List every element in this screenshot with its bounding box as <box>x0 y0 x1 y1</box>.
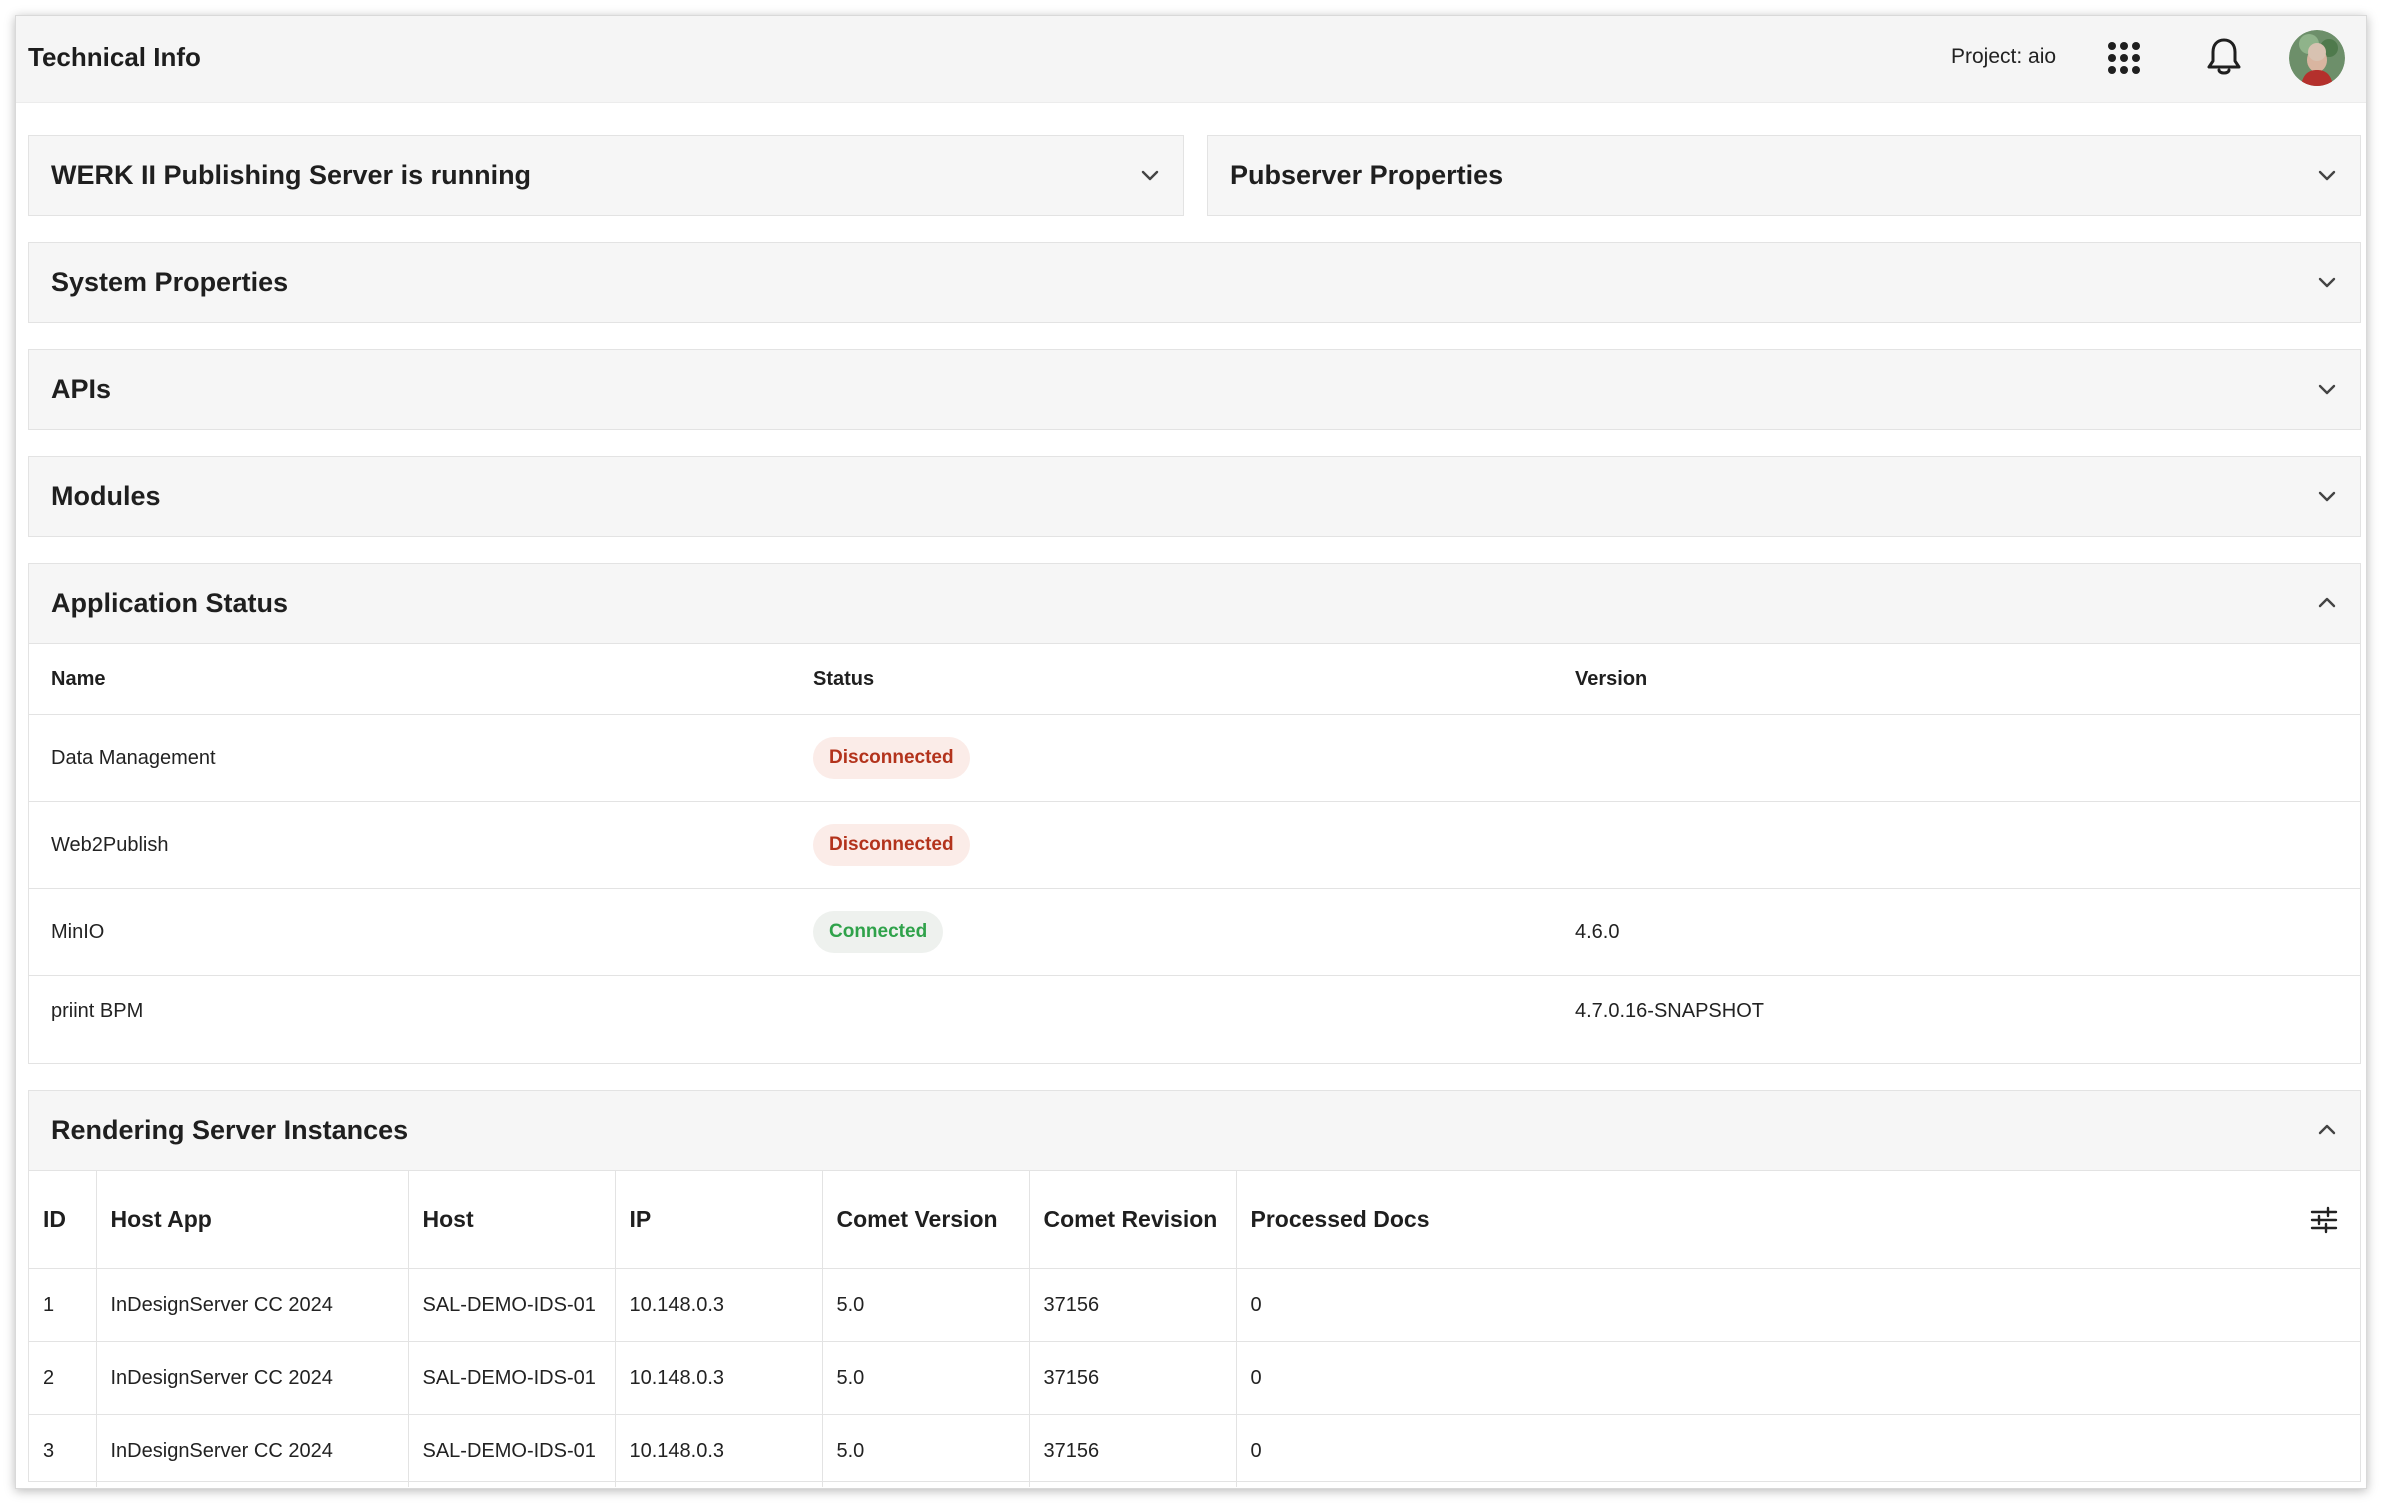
app-status <box>791 976 1553 1048</box>
apis-title: APIs <box>51 374 112 404</box>
cell-host-app: InDesignServer CC 2024 <box>96 1268 409 1342</box>
column-header-comet-version[interactable]: Comet Version <box>822 1171 1030 1269</box>
processed-docs-label: Processed Docs <box>1250 1205 1430 1232</box>
cell-comet-version: 5.0 <box>822 1414 1030 1487</box>
column-header-ip[interactable]: IP <box>615 1171 823 1269</box>
cell-comet-revision: 37156 <box>1029 1268 1237 1342</box>
table-row: 1 InDesignServer CC 2024 SAL-DEMO-IDS-01… <box>29 1268 2360 1342</box>
column-settings-icon[interactable] <box>2310 1206 2338 1234</box>
system-properties-title: System Properties <box>51 267 289 297</box>
cell-host: SAL-DEMO-IDS-01 <box>408 1341 616 1415</box>
chevron-up-icon[interactable] <box>2314 590 2340 616</box>
status-badge: Disconnected <box>813 824 970 866</box>
modules-title: Modules <box>51 481 161 511</box>
cell-id: 3 <box>29 1414 97 1487</box>
table-row: 2 InDesignServer CC 2024 SAL-DEMO-IDS-01… <box>29 1341 2360 1415</box>
table-row: MinIO Connected 4.6.0 <box>29 888 2360 976</box>
cell-id: 2 <box>29 1341 97 1415</box>
rendering-servers-panel: Rendering Server Instances ID Host App H… <box>28 1090 2361 1487</box>
pubserver-properties-panel: Pubserver Properties <box>1207 135 2361 216</box>
chevron-down-icon[interactable] <box>2314 483 2340 509</box>
chevron-down-icon[interactable] <box>2314 162 2340 188</box>
publishing-server-header[interactable]: WERK II Publishing Server is running <box>29 136 1183 214</box>
column-header-host-app[interactable]: Host App <box>96 1171 409 1269</box>
chevron-down-icon[interactable] <box>2314 269 2340 295</box>
cell-comet-version: 5.0 <box>822 1341 1030 1415</box>
page-title: Technical Info <box>28 42 201 72</box>
cell-comet-revision: 37156 <box>1029 1341 1237 1415</box>
publishing-server-title: WERK II Publishing Server is running <box>51 160 532 190</box>
cell-id: 1 <box>29 1268 97 1342</box>
rendering-servers-body: ID Host App Host IP Comet Version Comet … <box>29 1170 2360 1487</box>
application-status-title: Application Status <box>51 588 289 618</box>
technical-info-window: Technical Info Project: aio <box>15 15 2367 1489</box>
column-header-comet-revision[interactable]: Comet Revision <box>1029 1171 1237 1269</box>
system-properties-panel: System Properties <box>28 242 2361 323</box>
top-bar: Technical Info Project: aio <box>16 16 2366 103</box>
column-header-name[interactable]: Name <box>29 644 791 715</box>
app-version: 4.7.0.16-SNAPSHOT <box>1575 1000 1764 1022</box>
app-name: Data Management <box>29 714 791 802</box>
pubserver-properties-header[interactable]: Pubserver Properties <box>1208 136 2360 214</box>
column-header-host[interactable]: Host <box>408 1171 616 1269</box>
cell-ip: 10.148.0.3 <box>615 1268 823 1342</box>
project-label[interactable]: Project: aio <box>1951 45 2057 68</box>
cell-processed-docs: 0 <box>1250 1439 1262 1462</box>
status-badge: Connected <box>813 911 944 953</box>
cell-host-app: InDesignServer CC 2024 <box>96 1341 409 1415</box>
table-row: Data Management Disconnected <box>29 714 2360 802</box>
cell-comet-version: 5.0 <box>822 1268 1030 1342</box>
app-name: priint BPM <box>51 1000 144 1022</box>
cell-host: SAL-DEMO-IDS-01 <box>408 1268 616 1342</box>
table-row: 3 InDesignServer CC 2024 SAL-DEMO-IDS-01… <box>29 1414 2360 1487</box>
column-header-status[interactable]: Status <box>791 644 1553 715</box>
cell-ip: 10.148.0.3 <box>615 1414 823 1487</box>
cell-processed-docs: 0 <box>1236 1341 2360 1415</box>
cell-host: SAL-DEMO-IDS-01 <box>408 1414 616 1487</box>
application-status-body: Name Status Version Data Management Disc… <box>29 643 2360 1063</box>
cell-ip: 10.148.0.3 <box>615 1341 823 1415</box>
column-header-id[interactable]: ID <box>29 1171 97 1269</box>
publishing-server-panel: WERK II Publishing Server is running <box>28 135 1184 216</box>
column-header-processed-docs[interactable]: Processed Docs <box>1236 1171 2360 1269</box>
apps-grid-icon[interactable] <box>2103 37 2145 79</box>
system-properties-header[interactable]: System Properties <box>29 243 2360 321</box>
modules-panel: Modules <box>28 456 2361 537</box>
cell-comet-revision: 37156 <box>1029 1414 1237 1487</box>
chevron-up-icon[interactable] <box>2314 1117 2340 1143</box>
apis-panel: APIs <box>28 349 2361 430</box>
cell-processed-docs: 0 <box>1236 1268 2360 1342</box>
column-header-version[interactable]: Version <box>1553 644 2360 715</box>
apis-header[interactable]: APIs <box>29 350 2360 428</box>
application-status-panel: Application Status Name Status Version D… <box>28 563 2361 1064</box>
modules-header[interactable]: Modules <box>29 457 2360 535</box>
chevron-down-icon[interactable] <box>1137 162 1163 188</box>
rendering-servers-title: Rendering Server Instances <box>51 1115 409 1145</box>
cell-host-app: InDesignServer CC 2024 <box>96 1414 409 1487</box>
status-badge: Disconnected <box>813 737 970 779</box>
chevron-down-icon[interactable] <box>2314 376 2340 402</box>
app-version <box>1553 714 2360 802</box>
app-name: MinIO <box>29 888 791 976</box>
pubserver-properties-title: Pubserver Properties <box>1230 160 1504 190</box>
app-name: Web2Publish <box>29 801 791 889</box>
avatar[interactable] <box>2289 30 2345 86</box>
application-status-header[interactable]: Application Status <box>29 564 2360 642</box>
application-status-table: Name Status Version Data Management Disc… <box>29 644 2360 1047</box>
bell-icon[interactable] <box>2201 34 2247 80</box>
table-row: priint BPM 4.7.0.16-SNAPSHOT <box>29 976 2360 1048</box>
rendering-servers-header[interactable]: Rendering Server Instances <box>29 1091 2360 1169</box>
app-version <box>1553 801 2360 889</box>
rendering-servers-table: ID Host App Host IP Comet Version Comet … <box>29 1171 2360 1487</box>
table-row: Web2Publish Disconnected <box>29 801 2360 889</box>
app-version: 4.6.0 <box>1553 888 2360 976</box>
